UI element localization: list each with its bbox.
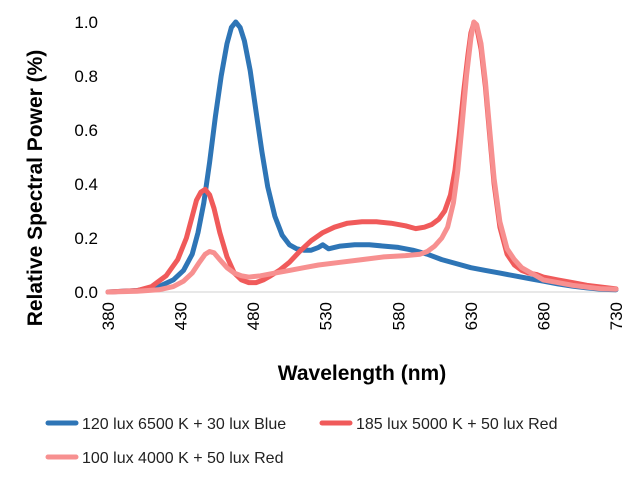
x-tick-label: 580	[389, 302, 408, 330]
legend-label-2: 185 lux 5000 K + 50 lux Red	[356, 416, 557, 433]
x-axis-title: Wavelength (nm)	[278, 362, 446, 385]
y-tick-label: 0.8	[74, 67, 98, 86]
series-line-1	[105, 19, 619, 295]
y-axis-ticks: 0.0 0.2 0.4 0.6 0.8 1.0	[74, 13, 98, 302]
legend-label-1: 120 lux 6500 K + 30 lux Blue	[82, 416, 286, 433]
y-tick-label: 0.0	[74, 283, 98, 302]
series-line-2	[105, 20, 619, 295]
x-tick-label: 730	[607, 302, 626, 330]
x-tick-label: 380	[99, 302, 118, 330]
y-tick-label: 0.4	[74, 175, 98, 194]
x-tick-label: 680	[534, 302, 553, 330]
x-tick-label: 630	[462, 302, 481, 330]
y-tick-label: 1.0	[74, 13, 98, 32]
x-axis-ticks: 380 430 480 530 580 630 680 730	[99, 302, 626, 330]
x-tick-label: 430	[172, 302, 191, 330]
legend-label-3: 100 lux 4000 K + 50 lux Red	[82, 450, 283, 467]
y-axis-title: Relative Spectral Power (%)	[24, 50, 47, 327]
y-tick-label: 0.6	[74, 121, 98, 140]
series-line-3	[105, 19, 619, 295]
x-tick-label: 480	[244, 302, 263, 330]
legend: 120 lux 6500 K + 30 lux Blue 185 lux 5000…	[45, 416, 557, 467]
y-tick-label: 0.2	[74, 229, 98, 248]
series-layer	[105, 19, 619, 295]
x-tick-label: 530	[317, 302, 336, 330]
